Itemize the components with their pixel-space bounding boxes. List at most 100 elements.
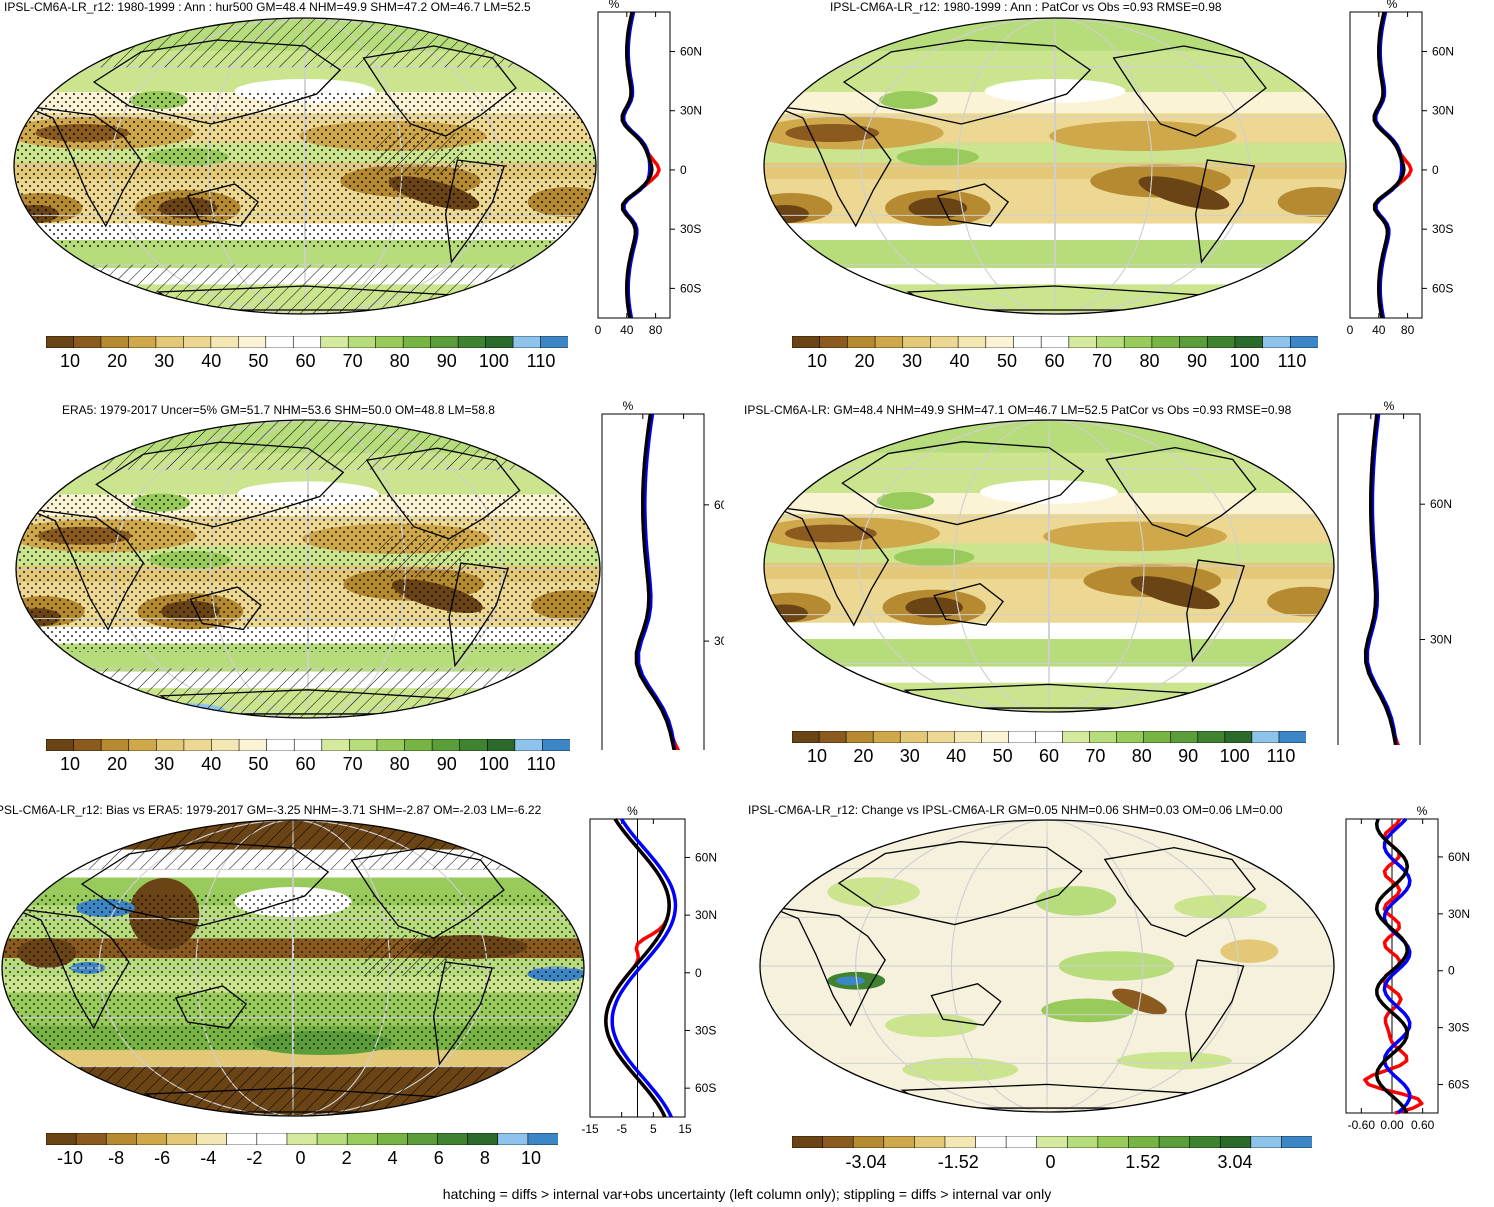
colorbar-swatch xyxy=(100,336,130,348)
colorbar-swatch xyxy=(512,336,542,348)
panel-title: IPSL-CM6A-LR_r12: Change vs IPSL-CM6A-LR… xyxy=(748,803,1283,817)
colorbar-swatch xyxy=(347,336,377,348)
colorbar-swatch xyxy=(845,731,874,743)
colorbar-swatch xyxy=(211,739,240,751)
colorbar-label: 80 xyxy=(389,754,410,774)
colorbar-swatch xyxy=(514,739,544,751)
colorbar-label: 40 xyxy=(946,746,967,766)
colorbar-label: 80 xyxy=(1139,351,1160,371)
colorbar-swatch xyxy=(430,336,459,348)
colorbar-label: -6 xyxy=(154,1148,171,1168)
colorbar-label: 30 xyxy=(899,746,920,766)
colorbar-swatch xyxy=(914,1136,946,1148)
colorbar-label: 40 xyxy=(201,754,222,774)
colorbar-swatch xyxy=(1151,336,1181,348)
profile-unit-label: % xyxy=(1384,400,1395,413)
profile-line xyxy=(1374,818,1410,1114)
colorbar-swatch xyxy=(459,739,489,751)
colorbar-swatch xyxy=(852,1136,885,1148)
colorbar-swatch xyxy=(1068,336,1098,348)
colorbar-label: -8 xyxy=(108,1148,125,1168)
colorbar-label: 110 xyxy=(1277,351,1307,371)
colorbar-swatch xyxy=(376,1133,409,1145)
colorbar-swatch xyxy=(1251,731,1280,743)
colorbar-label: 30 xyxy=(154,351,175,371)
colorbar-swatch xyxy=(1143,731,1172,743)
profile-line xyxy=(1372,11,1406,319)
latitude-tick-label: 60N xyxy=(714,498,724,512)
latitude-tick-label: 30N xyxy=(714,634,724,648)
colorbar-swatch xyxy=(1189,1136,1222,1148)
colorbar-swatch xyxy=(819,336,849,348)
colorbar-label: 100 xyxy=(1229,351,1260,371)
colorbar-swatch xyxy=(105,1133,138,1145)
colorbar-swatch xyxy=(100,739,130,751)
x-tick-label: 0.00 xyxy=(1380,1118,1404,1132)
colorbar-label: 40 xyxy=(949,351,970,371)
latitude-tick-label: 60S xyxy=(695,1081,716,1095)
panel-title: ERA5: 1979-2017 Uncer=5% GM=51.7 NHM=53.… xyxy=(62,403,495,417)
colorbar-swatch xyxy=(166,1133,198,1145)
latitude-tick-label: 0 xyxy=(680,163,687,177)
colorbar-label: 50 xyxy=(992,746,1013,766)
world-map xyxy=(15,419,601,719)
profile-line xyxy=(610,818,678,1118)
panel-title: IPSL-CM6A-LR_r12: 1980-1999 : Ann : hur5… xyxy=(4,0,531,14)
colorbar-swatch xyxy=(73,336,102,348)
colorbar-swatch xyxy=(792,1136,824,1148)
colorbar-swatch xyxy=(985,336,1015,348)
colorbar-swatch xyxy=(1179,336,1209,348)
colorbar-swatch xyxy=(156,739,185,751)
colorbar-label: 30 xyxy=(901,351,923,371)
colorbar-swatch xyxy=(872,731,902,743)
colorbar-swatch xyxy=(1206,336,1236,348)
colorbar-swatch xyxy=(497,1133,529,1145)
colorbar-swatch xyxy=(155,336,185,348)
colorbar xyxy=(792,336,1318,348)
colorbar-label: 110 xyxy=(1266,746,1296,766)
latitude-tick-label: 30N xyxy=(1448,907,1470,921)
colorbar-label: 110 xyxy=(526,754,556,774)
zonal-mean-profile: % 60N 30N 0 30S 60S -15 -5 5 15 xyxy=(581,804,717,1136)
x-tick-label: 5 xyxy=(650,1122,657,1136)
colorbar-swatch xyxy=(1097,1136,1130,1148)
profile-line xyxy=(636,413,677,750)
x-tick-label: 15 xyxy=(678,1122,692,1136)
colorbar-swatch xyxy=(542,739,570,751)
profile-line xyxy=(1382,817,1412,1115)
colorbar-swatch xyxy=(128,336,157,348)
colorbar-label: 0 xyxy=(1045,1152,1056,1172)
profile-line xyxy=(1363,818,1424,1115)
colorbar-label: 1.52 xyxy=(1125,1152,1161,1172)
colorbar-swatch xyxy=(1040,336,1070,348)
colorbar-label: 10 xyxy=(59,351,81,371)
world-map xyxy=(763,17,1347,315)
colorbar-swatch xyxy=(128,739,158,751)
colorbar-label: 100 xyxy=(478,351,509,371)
colorbar-swatch xyxy=(1158,1136,1191,1148)
colorbar-label: 70 xyxy=(342,351,363,371)
x-tick-label: 0 xyxy=(1347,323,1354,337)
colorbar-swatch xyxy=(346,1133,379,1145)
colorbar-label: 110 xyxy=(526,351,556,371)
colorbar-label: 90 xyxy=(1186,351,1208,371)
colorbar-swatch xyxy=(1170,731,1199,743)
x-tick-label: -15 xyxy=(581,1122,599,1136)
colorbar-swatch xyxy=(1197,731,1226,743)
world-map xyxy=(1,819,585,1117)
colorbar-swatch xyxy=(874,336,904,348)
colorbar-swatch xyxy=(407,1133,439,1145)
colorbar-swatch xyxy=(404,739,433,751)
latitude-tick-label: 30S xyxy=(1432,222,1453,236)
colorbar-label: 20 xyxy=(853,746,874,766)
colorbar-swatch xyxy=(196,1133,228,1145)
colorbar-label: 80 xyxy=(389,351,410,371)
zonal-mean-profile: % 60N 30N 0 30S 60S -0.60 0.00 0.60 xyxy=(1345,804,1470,1132)
colorbar-swatch xyxy=(485,336,514,348)
colorbar-swatch xyxy=(136,1133,168,1145)
colorbar-label: 70 xyxy=(1085,746,1106,766)
colorbar-label: 50 xyxy=(996,351,1018,371)
colorbar-label: 20 xyxy=(107,351,128,371)
